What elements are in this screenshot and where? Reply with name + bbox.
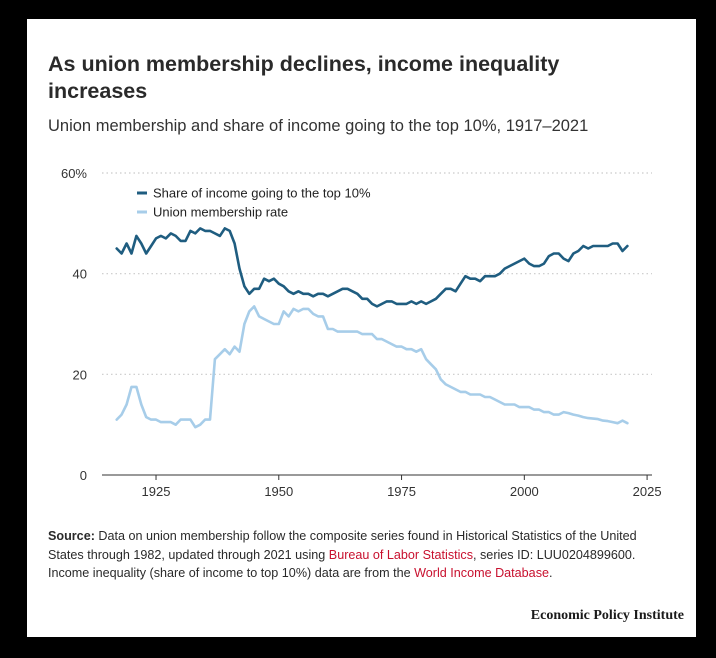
x-tick-label: 1975	[387, 484, 416, 499]
source-text-1: Data on union membership follow the comp…	[48, 529, 637, 562]
y-tick-label: 20	[73, 367, 87, 382]
source-note: Source: Data on union membership follow …	[48, 527, 660, 583]
x-tick-label: 1950	[264, 484, 293, 499]
source-text-3: .	[549, 566, 553, 580]
chart-title: As union membership declines, income ine…	[48, 52, 560, 103]
source-label: Source:	[48, 529, 95, 543]
y-tick-label: 0	[80, 468, 87, 483]
source-text-2: , series ID: LUU0204899600. Income inequ…	[48, 547, 636, 581]
chart-subtitle: Union membership and share of income goi…	[48, 117, 589, 135]
x-tick-label: 2025	[633, 484, 662, 499]
legend-label-union: Union membership rate	[153, 205, 288, 220]
y-tick-label: 40	[73, 267, 87, 282]
epi-logo: Economic Policy Institute	[530, 608, 684, 623]
line-chart: 0 20 40 60% 1925 1950 1975 2000 2025 Share of inc…	[61, 166, 662, 499]
x-tick-label: 1925	[142, 484, 171, 499]
bls-link[interactable]: Bureau of Labor Statistics	[328, 547, 474, 562]
x-tick-label: 2000	[510, 484, 539, 499]
chart-card: As union membership declines, income ine…	[27, 19, 696, 637]
y-tick-label: 60%	[61, 166, 87, 181]
wid-link[interactable]: World Income Database	[414, 566, 549, 580]
series-line-union	[115, 305, 629, 429]
series-line-top10	[115, 227, 629, 308]
legend-label-top10: Share of income going to the top 10%	[153, 186, 371, 201]
